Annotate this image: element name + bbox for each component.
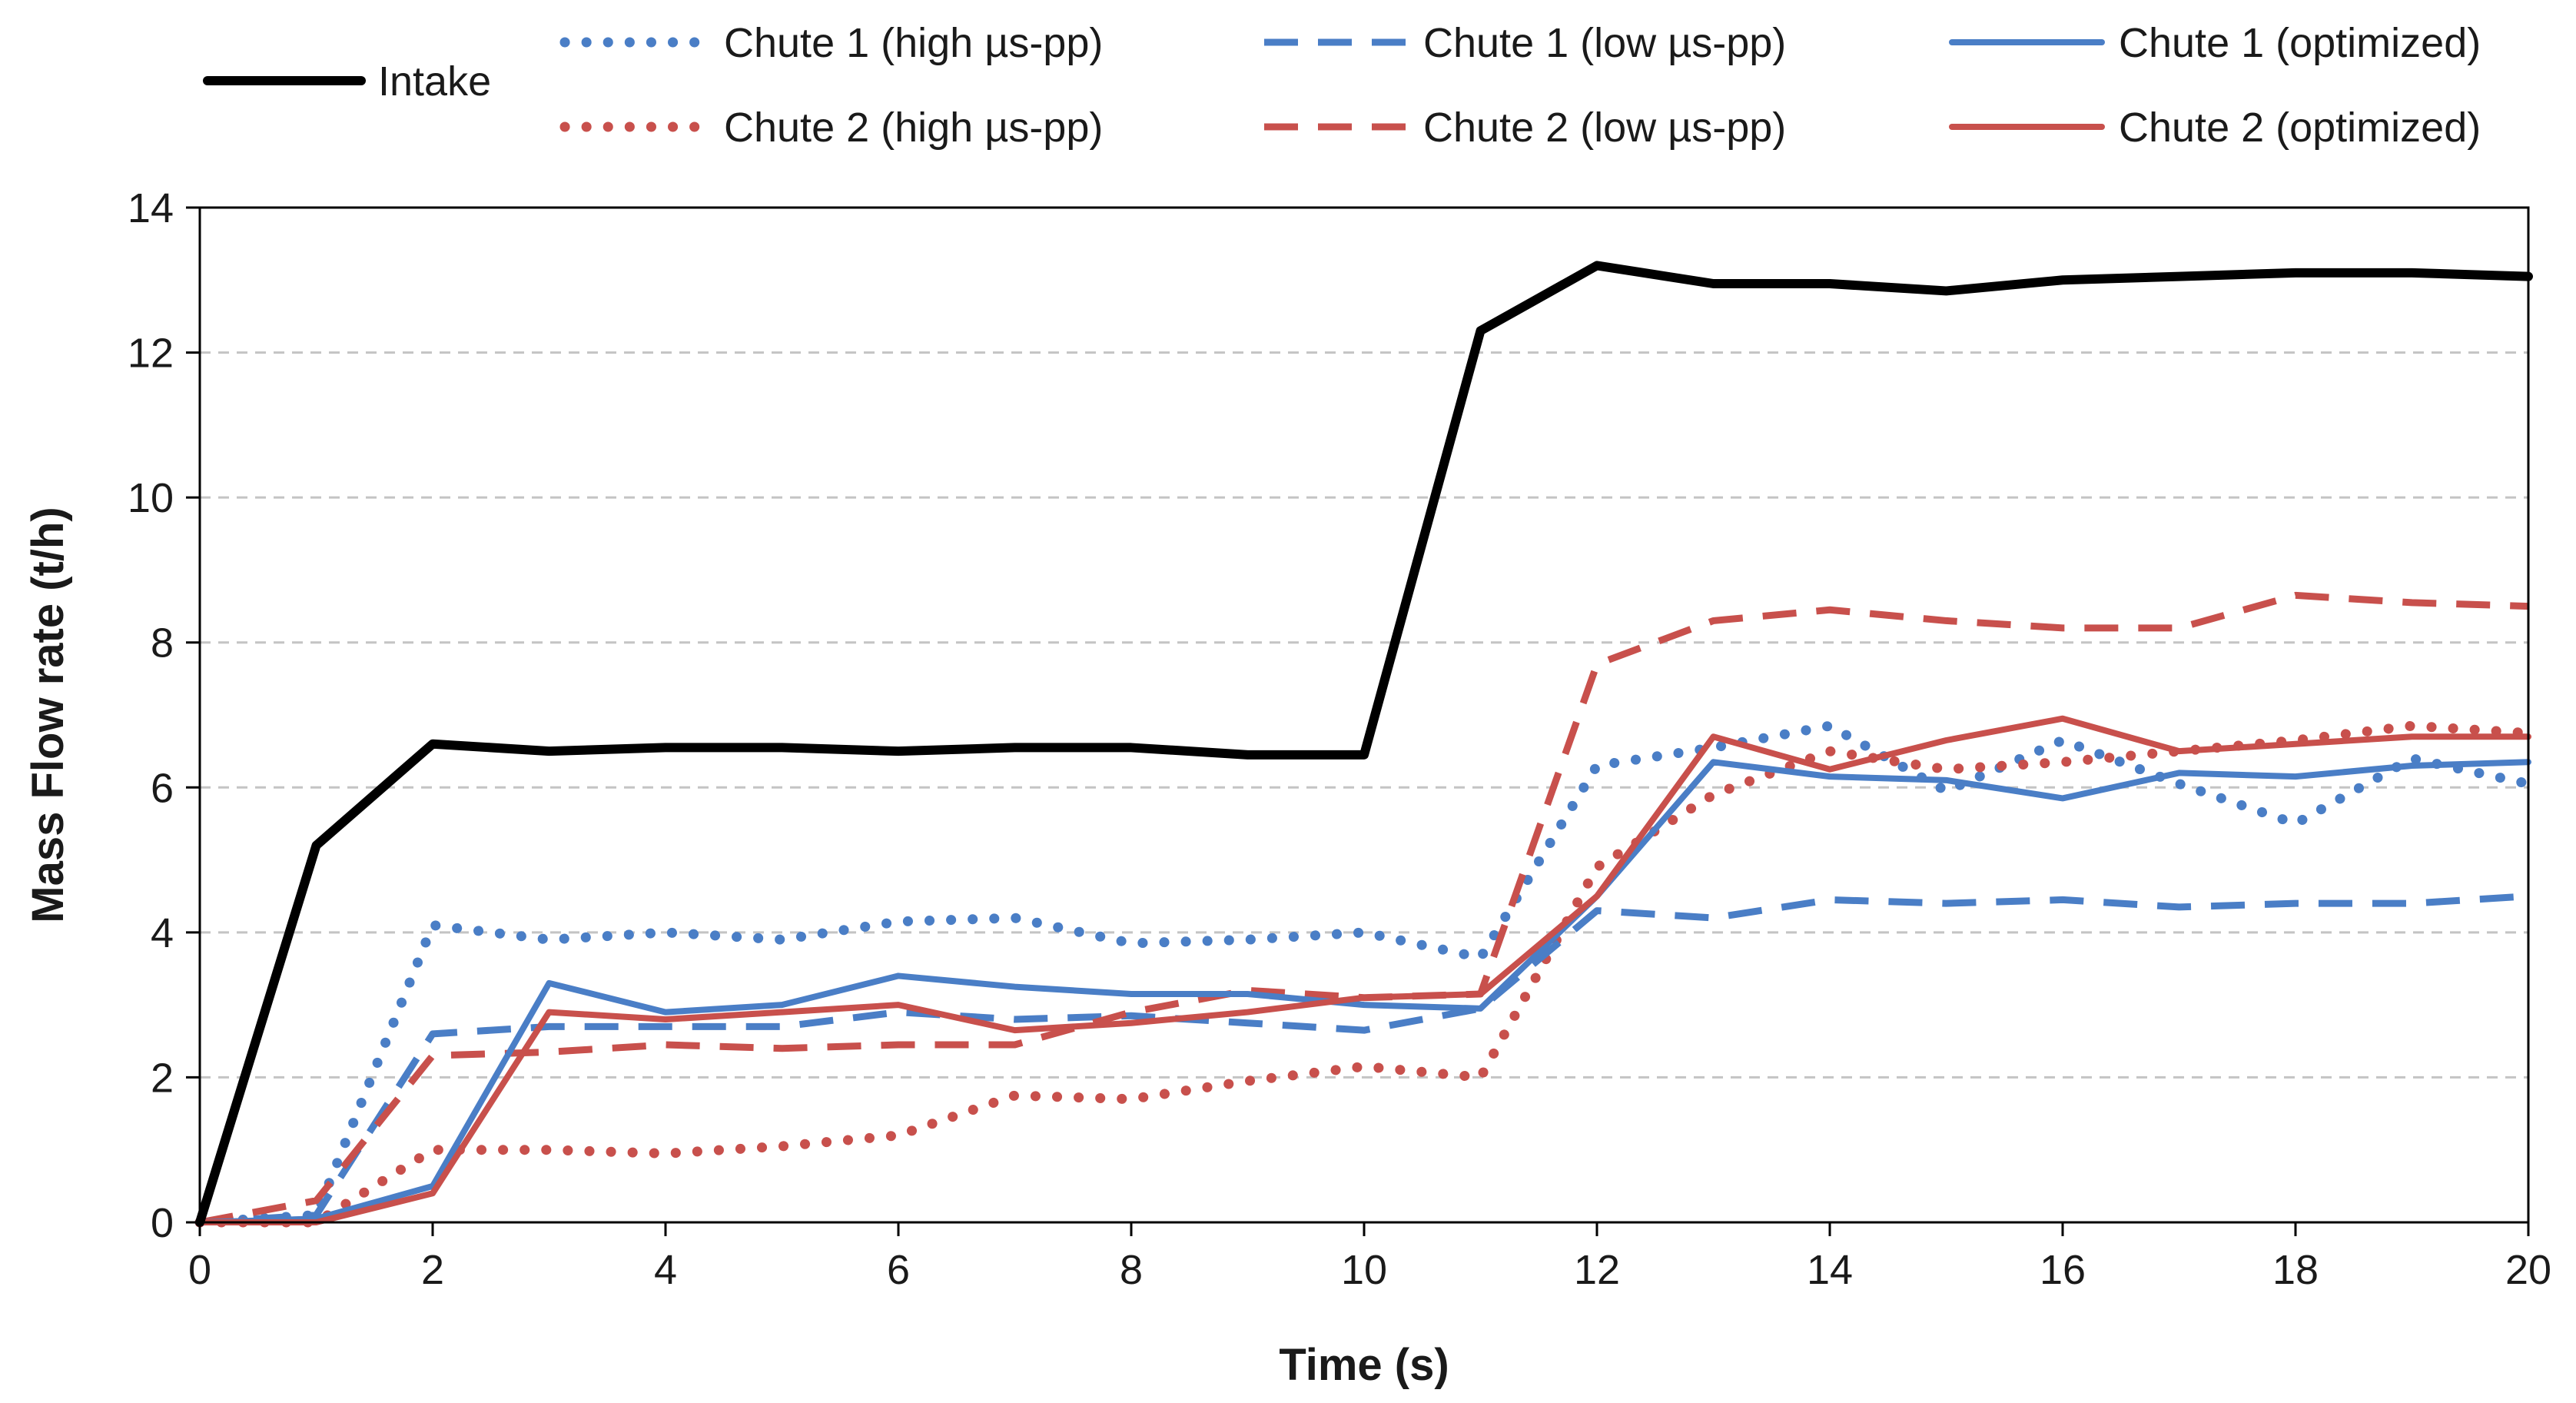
x-tick-label: 16	[2040, 1247, 2086, 1293]
x-tick-label: 8	[1120, 1247, 1143, 1293]
y-tick-label: 6	[151, 765, 174, 811]
legend-label: Chute 2 (high µs-pp)	[724, 105, 1103, 151]
legend-label: Chute 1 (optimized)	[2119, 20, 2481, 66]
x-tick-label: 6	[887, 1247, 910, 1293]
legend-item: Intake	[203, 58, 491, 105]
y-tick-label: 8	[151, 620, 174, 667]
x-axis-title: Time (s)	[1279, 1340, 1449, 1390]
y-tick-label: 14	[128, 185, 174, 231]
legend-item: Chute 2 (optimized)	[1949, 105, 2481, 151]
x-tick-label: 2	[421, 1247, 444, 1293]
x-axis: 0 2 4 6 8 10 12 14 16 18 20	[188, 1222, 2551, 1293]
series-line-chute-1-high-s-pp	[194, 720, 2534, 1228]
y-axis-title: Mass Flow rate (t/h)	[23, 507, 73, 923]
x-tick-label: 20	[2505, 1247, 2551, 1293]
x-tick-label: 12	[1574, 1247, 1620, 1293]
series-line-chute-2-high-s-pp	[194, 720, 2534, 1228]
y-tick-label: 10	[128, 475, 174, 521]
legend-label: Chute 2 (optimized)	[2119, 105, 2481, 151]
legend-item: Chute 1 (low µs-pp)	[1264, 20, 1786, 66]
legend-label: Intake	[378, 58, 491, 105]
series-layer	[194, 261, 2534, 1228]
x-tick-label: 14	[1807, 1247, 1853, 1293]
x-tick-label: 4	[654, 1247, 677, 1293]
legend-label: Chute 1 (high µs-pp)	[724, 20, 1103, 66]
series-line-chute-2-optimized	[197, 715, 2531, 1225]
plot-frame	[198, 206, 2530, 1224]
legend-item: Chute 2 (low µs-pp)	[1264, 105, 1786, 151]
series-line-intake	[195, 261, 2533, 1227]
legend-label: Chute 1 (low µs-pp)	[1423, 20, 1786, 66]
gridlines	[200, 351, 2528, 1079]
legend: Intake Chute 1 (high µs-pp) Chute 2 (high …	[203, 20, 2481, 151]
y-tick-label: 12	[128, 331, 174, 377]
y-axis: 0 2 4 6 8 10 12 14	[128, 185, 200, 1246]
x-tick-label: 0	[188, 1247, 211, 1293]
series-line-chute-1-optimized	[197, 759, 2531, 1225]
legend-label: Chute 2 (low µs-pp)	[1423, 105, 1786, 151]
x-tick-label: 18	[2272, 1247, 2319, 1293]
y-tick-label: 2	[151, 1055, 174, 1101]
legend-item: Chute 1 (optimized)	[1949, 20, 2481, 66]
legend-item: Chute 1 (high µs-pp)	[559, 20, 1103, 66]
series-line-chute-1-low-s-pp	[199, 893, 2529, 1226]
x-tick-label: 10	[1341, 1247, 1387, 1293]
y-tick-label: 4	[151, 910, 174, 956]
legend-item: Chute 2 (high µs-pp)	[559, 105, 1103, 151]
y-tick-label: 0	[151, 1200, 174, 1246]
